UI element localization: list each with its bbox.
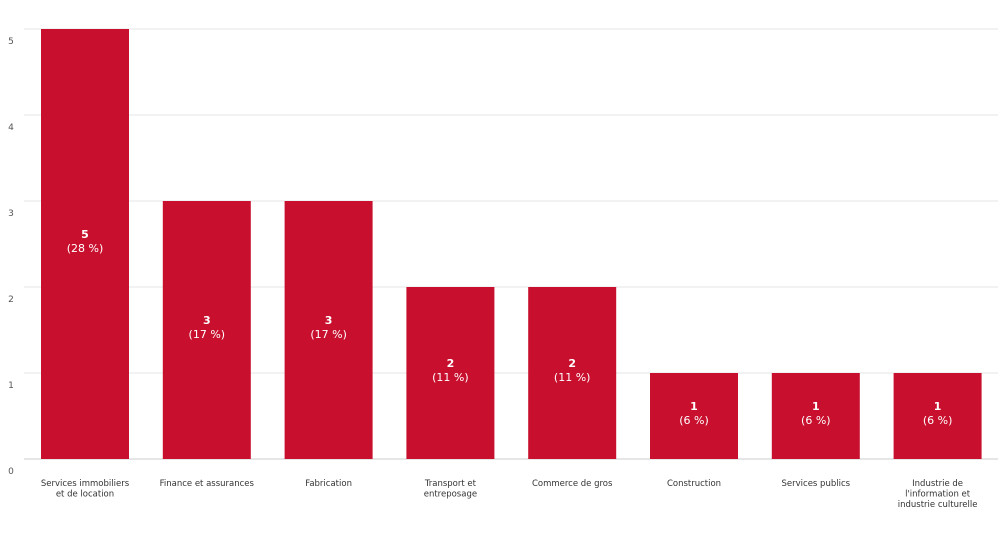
bar-percent-label: (11 %) (554, 371, 591, 384)
x-category-label: Services publics (782, 479, 851, 489)
bar-percent-label: (17 %) (189, 328, 226, 341)
y-axis-ticks: 0 1 2 3 4 5 (8, 37, 14, 477)
y-tick-label: 5 (8, 37, 14, 47)
y-tick-label: 3 (8, 209, 14, 219)
bar-value-label: 1 (690, 400, 698, 413)
bar (771, 373, 860, 459)
bar-percent-label: (28 %) (67, 242, 104, 255)
bar-value-label: 3 (203, 314, 211, 327)
bar-value-label: 1 (934, 400, 942, 413)
y-tick-label: 1 (8, 381, 14, 391)
bar-value-label: 2 (447, 357, 455, 370)
bar (893, 373, 982, 459)
x-category-label: Finance et assurances (160, 479, 255, 489)
x-category-label: Construction (667, 479, 721, 489)
x-category-label: Commerce de gros (532, 479, 613, 489)
bar-value-label: 5 (81, 228, 89, 241)
bar-value-label: 1 (812, 400, 820, 413)
bar-percent-label: (6 %) (679, 414, 709, 427)
x-category-label: Transport et entreposage (424, 479, 477, 500)
bar (284, 201, 373, 459)
x-category-label: Industrie de l'information et industrie cu… (898, 479, 978, 510)
y-tick-label: 2 (8, 295, 14, 305)
bar-value-label: 2 (568, 357, 576, 370)
bar (162, 201, 251, 459)
bar-percent-label: (17 %) (310, 328, 347, 341)
x-axis-categories: Services immobiliers et de location Financ… (41, 479, 978, 510)
bar-value-label: 3 (325, 314, 333, 327)
bar (528, 287, 617, 459)
x-category-label: Services immobiliers et de location (41, 479, 130, 500)
y-tick-label: 0 (8, 467, 14, 477)
y-tick-label: 4 (8, 123, 14, 133)
bar-percent-label: (11 %) (432, 371, 469, 384)
bar (41, 29, 129, 459)
x-category-label: Fabrication (305, 479, 352, 489)
bars (41, 29, 982, 459)
bar (650, 373, 738, 459)
bar (406, 287, 495, 459)
bar-percent-label: (6 %) (801, 414, 831, 427)
bar-percent-label: (6 %) (923, 414, 953, 427)
bar-value-labels: 5(28 %)3(17 %)3(17 %)2(11 %)2(11 %)1(6 %… (67, 228, 953, 427)
